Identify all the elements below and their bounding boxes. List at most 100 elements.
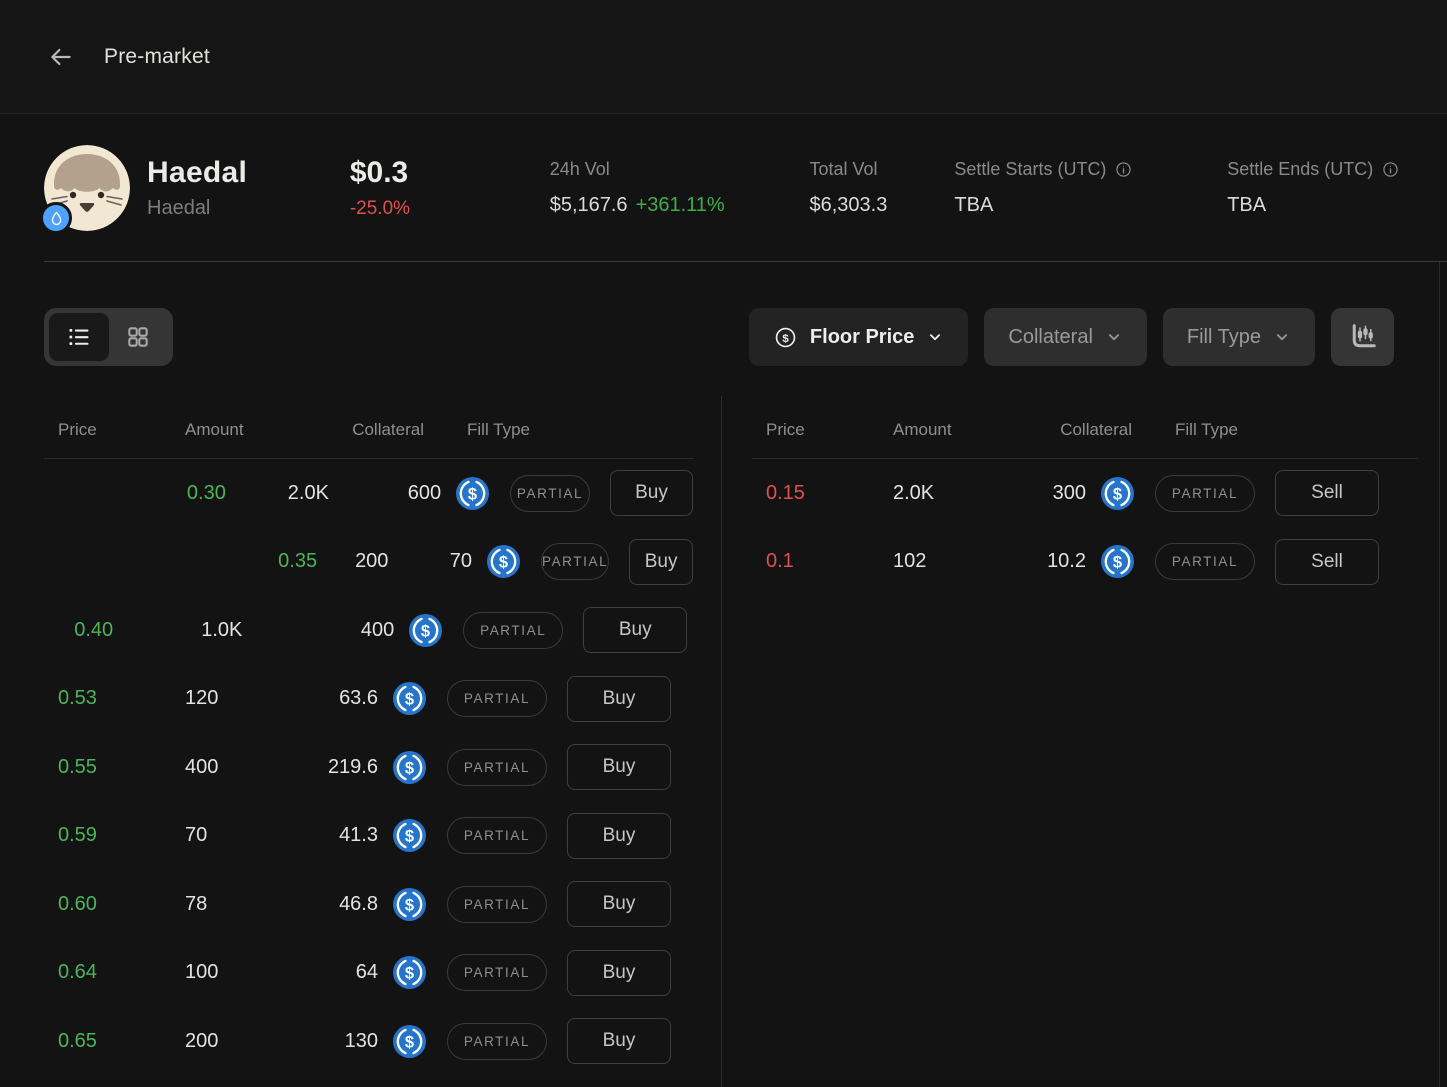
filter-label: Fill Type bbox=[1186, 325, 1261, 348]
sell-table-header: Price Amount Collateral Fill Type bbox=[752, 396, 1418, 459]
svg-text:$: $ bbox=[405, 691, 414, 709]
sui-droplet-icon bbox=[40, 202, 72, 234]
fill-type-badge: PARTIAL bbox=[540, 543, 610, 581]
order-collateral: 300 bbox=[1052, 481, 1086, 504]
buy-button[interactable]: Buy bbox=[567, 949, 671, 996]
order-price: 0.15 bbox=[766, 481, 805, 504]
usdc-coin-icon: $ bbox=[409, 613, 443, 647]
fill-type-badge: PARTIAL bbox=[447, 748, 547, 786]
floor-price-sort-button[interactable]: $ Floor Price bbox=[748, 308, 969, 366]
order-amount: 2.0K bbox=[893, 481, 935, 504]
back-button[interactable] bbox=[44, 40, 78, 74]
buy-button[interactable]: Buy bbox=[567, 1018, 671, 1065]
sell-rows: 0.15 2.0K 300 $ PARTIAL Sell 0.1 102 10.… bbox=[752, 459, 1418, 596]
stat-label: 24h Vol bbox=[549, 159, 610, 179]
list-view-button[interactable] bbox=[49, 313, 109, 361]
stat-label: Total Vol bbox=[809, 159, 878, 179]
buy-button[interactable]: Buy bbox=[567, 881, 671, 928]
order-amount: 120 bbox=[185, 687, 219, 710]
sell-panel: Price Amount Collateral Fill Type 0.15 2… bbox=[722, 396, 1447, 1087]
list-view-icon bbox=[66, 324, 92, 350]
buy-table-header: Price Amount Collateral Fill Type bbox=[44, 396, 693, 459]
token-avatar bbox=[40, 145, 130, 234]
usdc-coin-icon: $ bbox=[1101, 476, 1134, 510]
fill-type-badge: PARTIAL bbox=[447, 1022, 547, 1060]
fill-type-badge: PARTIAL bbox=[1155, 474, 1255, 512]
buy-button[interactable]: Buy bbox=[567, 812, 671, 859]
candlestick-chart-icon bbox=[1348, 322, 1378, 352]
stat-24h-vol: 24h Vol $5,167.6 +361.11% bbox=[550, 159, 760, 217]
buy-panel: Price Amount Collateral Fill Type 0.30 2… bbox=[0, 396, 722, 1087]
order-collateral: 10.2 bbox=[1047, 550, 1086, 573]
svg-text:$: $ bbox=[499, 554, 508, 572]
stat-value: $6,303.3 bbox=[809, 194, 888, 216]
sell-button[interactable]: Sell bbox=[1275, 538, 1379, 585]
stat-value: TBA bbox=[1227, 194, 1267, 216]
info-icon[interactable] bbox=[1114, 160, 1133, 179]
fill-type-badge: PARTIAL bbox=[463, 611, 564, 649]
grid-view-button[interactable] bbox=[109, 313, 169, 361]
order-price: 0.35 bbox=[278, 550, 318, 573]
svg-text:$: $ bbox=[405, 1033, 414, 1051]
panel-right-border bbox=[1439, 262, 1440, 1087]
order-collateral: 63.6 bbox=[339, 687, 378, 710]
filter-label: Collateral bbox=[1008, 325, 1093, 348]
token-symbol: Haedal bbox=[147, 197, 211, 219]
buy-button[interactable]: Buy bbox=[609, 470, 693, 517]
order-row: 0.1 102 10.2 $ PARTIAL Sell bbox=[752, 528, 1418, 597]
column-header-amount: Amount bbox=[185, 420, 244, 439]
order-collateral: 219.6 bbox=[327, 755, 378, 778]
order-amount: 400 bbox=[185, 755, 219, 778]
order-price: 0.65 bbox=[58, 1029, 97, 1052]
orderbook: Price Amount Collateral Fill Type 0.30 2… bbox=[0, 396, 1447, 1087]
column-header-price: Price bbox=[58, 420, 97, 439]
svg-text:$: $ bbox=[782, 332, 789, 344]
svg-text:$: $ bbox=[405, 896, 414, 914]
usdc-coin-icon: $ bbox=[456, 476, 490, 510]
info-icon[interactable] bbox=[1381, 160, 1400, 179]
buy-button[interactable]: Buy bbox=[567, 744, 671, 791]
order-row: 0.30 2.0K 600 $ PARTIAL Buy bbox=[44, 459, 693, 528]
fill-type-filter-button[interactable]: Fill Type bbox=[1162, 308, 1315, 366]
sell-button[interactable]: Sell bbox=[1275, 470, 1379, 517]
svg-text:$: $ bbox=[1113, 485, 1122, 503]
svg-text:$: $ bbox=[1113, 554, 1122, 572]
order-row: 0.65 200 130 $ PARTIAL Buy bbox=[44, 1007, 693, 1076]
stat-label: Settle Starts (UTC) bbox=[954, 159, 1107, 179]
order-price: 0.40 bbox=[74, 618, 114, 641]
fill-type-badge: PARTIAL bbox=[447, 817, 547, 855]
topbar: Pre-market bbox=[0, 0, 1447, 114]
usdc-coin-icon: $ bbox=[393, 819, 426, 853]
grid-view-icon bbox=[125, 324, 151, 350]
svg-text:$: $ bbox=[421, 622, 430, 640]
stat-label: Settle Ends (UTC) bbox=[1227, 159, 1374, 179]
order-price: 0.64 bbox=[58, 961, 97, 984]
usdc-coin-icon: $ bbox=[486, 545, 520, 579]
fill-type-badge: PARTIAL bbox=[447, 954, 547, 992]
usdc-coin-icon: $ bbox=[393, 956, 426, 990]
order-price: 0.1 bbox=[766, 550, 794, 573]
order-collateral: 41.3 bbox=[339, 824, 378, 847]
stat-value: $5,167.6 bbox=[549, 194, 628, 216]
order-collateral: 130 bbox=[344, 1029, 378, 1052]
dollar-circle-icon: $ bbox=[773, 325, 798, 350]
chart-view-button[interactable] bbox=[1331, 308, 1394, 366]
stat-settle-starts: Settle Starts (UTC) TBA bbox=[954, 159, 1177, 217]
order-row: 0.64 100 64 $ PARTIAL Buy bbox=[44, 939, 693, 1008]
order-amount: 200 bbox=[185, 1029, 219, 1052]
collateral-filter-button[interactable]: Collateral bbox=[984, 308, 1147, 366]
order-collateral: 46.8 bbox=[339, 892, 378, 915]
order-amount: 1.0K bbox=[201, 618, 243, 641]
order-price: 0.30 bbox=[186, 481, 226, 504]
svg-text:$: $ bbox=[468, 485, 477, 503]
order-row: 0.59 70 41.3 $ PARTIAL Buy bbox=[44, 802, 693, 871]
usdc-coin-icon: $ bbox=[1101, 545, 1134, 579]
fill-type-badge: PARTIAL bbox=[510, 474, 590, 512]
buy-button[interactable]: Buy bbox=[583, 607, 688, 654]
buy-button[interactable]: Buy bbox=[567, 675, 671, 722]
fill-type-badge: PARTIAL bbox=[447, 885, 547, 923]
order-price: 0.55 bbox=[58, 755, 97, 778]
svg-text:$: $ bbox=[405, 759, 414, 777]
order-price: 0.59 bbox=[58, 824, 97, 847]
buy-button[interactable]: Buy bbox=[629, 538, 693, 585]
